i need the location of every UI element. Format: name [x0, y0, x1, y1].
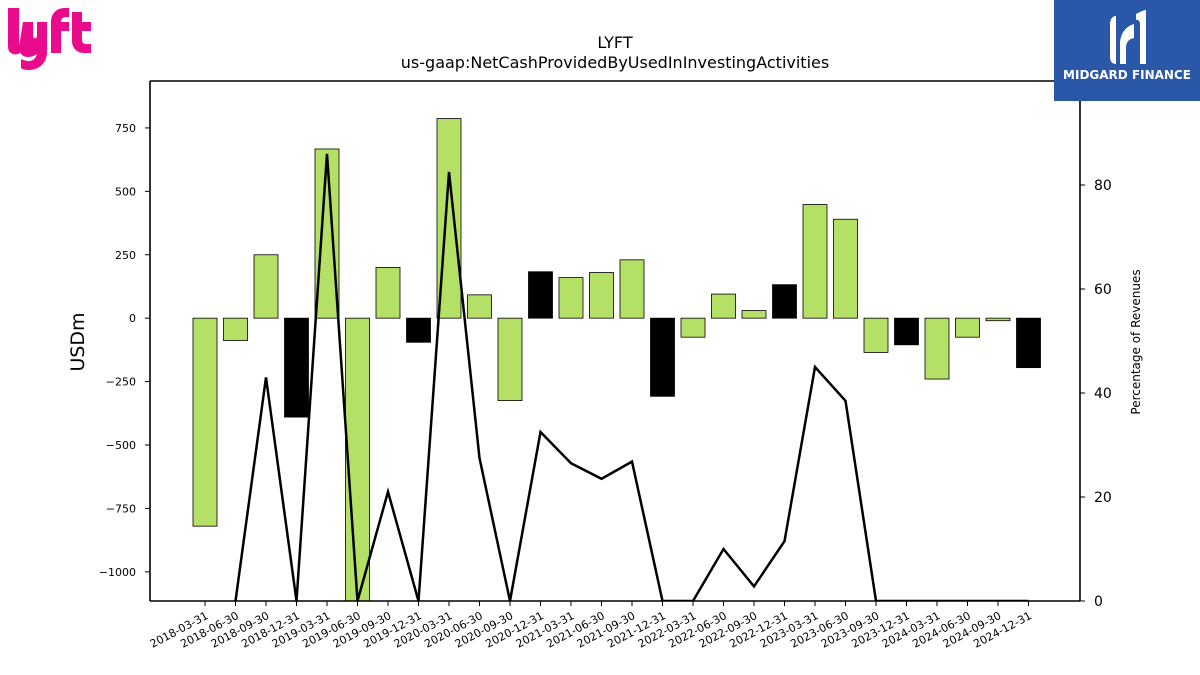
- bar-2024-03-31: [924, 317, 950, 380]
- bar-2024-09-30: [985, 317, 1011, 322]
- y-tick-label: 0: [129, 312, 136, 325]
- y-tick-label: −750: [106, 502, 136, 515]
- y-tick-label: −250: [106, 376, 136, 389]
- y-tick-label: −1000: [99, 566, 136, 579]
- bar-2020-09-30: [497, 317, 523, 402]
- bar-2021-06-30: [589, 272, 614, 319]
- y2-tick-label: 60: [1094, 282, 1112, 298]
- y2-tick-label: 20: [1094, 490, 1112, 506]
- bar-group: [192, 118, 1041, 602]
- midgard-finance-text: MIDGARD FINANCE: [1063, 68, 1191, 82]
- bar-2024-06-30: [955, 317, 980, 338]
- bar-2022-03-31: [680, 317, 706, 338]
- bar-2024-12-31: [1016, 317, 1041, 369]
- y-tick-label: 750: [115, 122, 136, 135]
- bar-2023-09-30: [863, 317, 889, 353]
- plot-bottom-mask: [150, 601, 1080, 675]
- y2-tick-label: 0: [1094, 594, 1103, 610]
- y-tick-label: 500: [115, 185, 136, 198]
- bar-2023-06-30: [833, 218, 858, 319]
- bar-2018-06-30: [223, 317, 248, 341]
- bar-2022-06-30: [711, 293, 736, 319]
- bar-2018-09-30: [253, 254, 279, 319]
- bar-2019-09-30: [375, 267, 401, 319]
- bar-2020-12-31: [528, 271, 553, 319]
- bar-2019-03-31: [314, 148, 340, 319]
- chart-subtitle: us-gaap:NetCashProvidedByUsedInInvesting…: [401, 53, 829, 72]
- y-tick-label: −500: [106, 439, 136, 452]
- lyft-logo-mark: [8, 8, 91, 70]
- midgard-mark-icon: [1110, 10, 1146, 64]
- axes: −1000−750−500−25002505007500204060801002…: [99, 74, 1121, 651]
- y-tick-label: 250: [115, 249, 136, 262]
- y-axis-label: USDm: [67, 312, 89, 371]
- midgard-finance-logo: MIDGARD FINANCE: [1054, 0, 1200, 101]
- bar-2021-12-31: [650, 317, 675, 397]
- y2-axis-label: Percentage of Revenues: [1129, 269, 1143, 414]
- bar-2023-12-31: [894, 317, 919, 346]
- lyft-logo: [4, 4, 102, 74]
- bar-2021-09-30: [619, 259, 645, 319]
- bar-2019-12-31: [406, 317, 431, 343]
- bar-2018-03-31: [192, 317, 218, 527]
- bar-2021-03-31: [558, 277, 584, 319]
- bar-2022-12-31: [772, 284, 797, 319]
- bar-2020-06-30: [467, 294, 492, 319]
- bar-2019-06-30: [345, 317, 370, 602]
- y2-tick-label: 80: [1094, 178, 1112, 194]
- bar-2018-12-31: [284, 317, 309, 418]
- bar-2022-09-30: [741, 310, 767, 319]
- chart-title: LYFT: [597, 33, 632, 52]
- y2-tick-label: 40: [1094, 386, 1112, 402]
- bar-2023-03-31: [802, 204, 828, 319]
